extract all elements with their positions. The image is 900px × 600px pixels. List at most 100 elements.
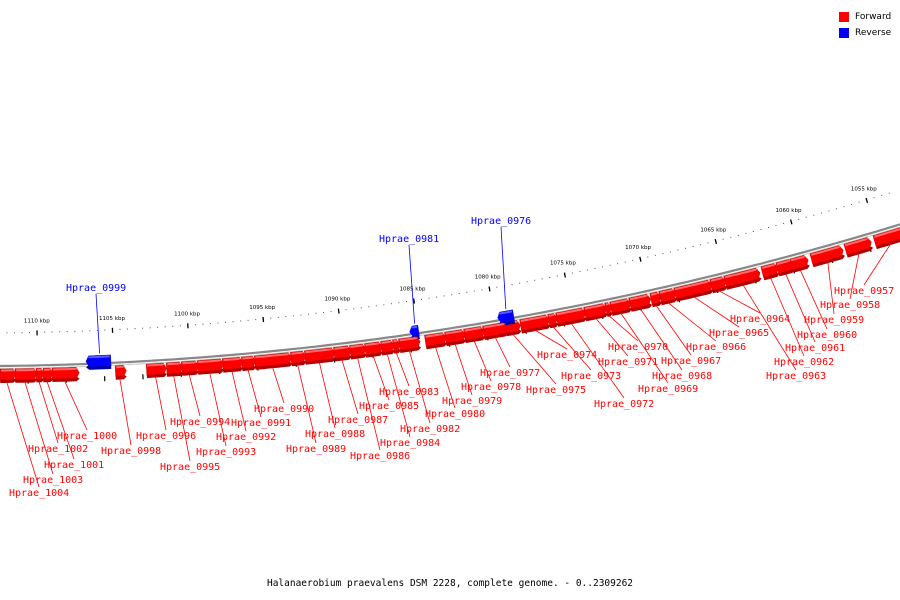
gene-label[interactable]: Hprae_0983 [379, 387, 439, 398]
scale-dot [119, 328, 121, 330]
gene-hprae_0978[interactable] [463, 326, 486, 344]
gene-hprae_0984[interactable] [380, 339, 395, 356]
gene-hprae_0964[interactable] [709, 276, 728, 294]
gene-hprae_0958[interactable] [843, 237, 874, 258]
gene-label[interactable]: Hprae_0987 [328, 415, 388, 426]
gene-hprae_0973[interactable] [547, 313, 559, 329]
gene-label[interactable]: Hprae_0988 [305, 429, 365, 440]
gene-hprae_1004[interactable] [0, 368, 17, 383]
gene-label[interactable]: Hprae_0996 [136, 431, 196, 442]
gene-hprae_0983[interactable] [392, 339, 401, 354]
gene-label[interactable]: Hprae_0981 [379, 234, 439, 245]
gene-label[interactable]: Hprae_0969 [638, 384, 698, 395]
gene-label[interactable]: Hprae_0966 [686, 342, 746, 353]
gene-label[interactable]: Hprae_1002 [28, 444, 88, 455]
gene-hprae_0979[interactable] [444, 329, 467, 347]
gene-label[interactable]: Hprae_0974 [537, 350, 597, 361]
scale-dot [556, 275, 558, 277]
gene-hprae_1001[interactable] [42, 367, 54, 383]
gene-label[interactable]: Hprae_0999 [66, 283, 126, 294]
gene-hprae_0972[interactable] [555, 307, 587, 327]
gene-label[interactable]: Hprae_0982 [400, 424, 460, 435]
gene-label[interactable]: Hprae_0967 [661, 356, 721, 367]
gene-hprae_0994[interactable] [180, 360, 200, 376]
gene-hprae_0965[interactable] [673, 279, 714, 302]
gene-label[interactable]: Hprae_1000 [57, 431, 117, 442]
gene-label[interactable]: Hprae_0971 [598, 357, 658, 368]
gene-label[interactable]: Hprae_0957 [834, 286, 894, 297]
gene-label[interactable]: Hprae_0964 [730, 314, 790, 325]
gene-label[interactable]: Hprae_0976 [471, 216, 531, 227]
gene-label[interactable]: Hprae_0990 [254, 404, 314, 415]
gene-hprae_0974[interactable] [519, 314, 551, 334]
gene-hprae_0967[interactable] [649, 291, 663, 308]
gene-label[interactable]: Hprae_0959 [804, 315, 864, 326]
gene-hprae_0977[interactable] [482, 322, 509, 340]
gene-label[interactable]: Hprae_0973 [561, 371, 621, 382]
gene-hprae_0968[interactable] [628, 293, 653, 312]
gene-leader-line [718, 290, 761, 314]
gene-label[interactable]: Hprae_0986 [350, 451, 410, 462]
gene-label[interactable]: Hprae_1003 [23, 475, 83, 486]
gene-label[interactable]: Hprae_0960 [797, 330, 857, 341]
gene-label[interactable]: Hprae_0963 [766, 371, 826, 382]
gene-hprae_0966[interactable] [658, 288, 678, 306]
gene-label[interactable]: Hprae_0968 [652, 371, 712, 382]
scale-dot [398, 302, 400, 304]
gene-hprae_0986[interactable] [349, 343, 367, 360]
gene-hprae_0990[interactable] [254, 352, 293, 370]
kbp-label: 1090 kbp [324, 297, 350, 303]
gene-label[interactable]: Hprae_0994 [170, 417, 230, 428]
gene-label[interactable]: Hprae_0984 [380, 438, 440, 449]
gene-hprae_0963[interactable] [723, 267, 762, 290]
gene-hprae_0957[interactable] [872, 227, 900, 250]
gene-hprae_1002[interactable] [35, 368, 45, 383]
gene-hprae_0970[interactable] [604, 302, 613, 317]
gene-label[interactable]: Hprae_0991 [231, 418, 291, 429]
gene-label[interactable]: Hprae_0978 [461, 382, 521, 393]
gene-hprae_0962[interactable] [760, 263, 780, 281]
gene-label[interactable]: Hprae_0992 [216, 432, 276, 443]
gene-label[interactable]: Hprae_0995 [160, 462, 220, 473]
gene-label[interactable]: Hprae_0979 [442, 396, 502, 407]
gene-hprae_0959[interactable] [809, 245, 845, 268]
gene-label[interactable]: Hprae_0975 [526, 385, 586, 396]
gene-label[interactable]: Hprae_0962 [774, 357, 834, 368]
gene-hprae_0961[interactable] [775, 259, 795, 277]
gene-label[interactable]: Hprae_1004 [9, 488, 69, 499]
gene-hprae_0985[interactable] [364, 341, 383, 358]
gene-hprae_1003[interactable] [14, 368, 38, 383]
gene-hprae_1000[interactable] [51, 367, 80, 382]
gene-label[interactable]: Hprae_0958 [820, 300, 880, 311]
gene-highlight [399, 337, 419, 342]
gene-hprae_0995[interactable] [165, 361, 183, 377]
gene-label[interactable]: Hprae_0977 [480, 368, 540, 379]
gene-hprae_0971[interactable] [583, 303, 608, 322]
gene-hprae_0991[interactable] [241, 355, 257, 372]
gene-hprae_0992[interactable] [221, 357, 244, 373]
gene-label[interactable]: Hprae_0985 [359, 401, 419, 412]
gene-label[interactable]: Hprae_0998 [101, 446, 161, 457]
gene-hprae_0989[interactable] [290, 350, 307, 367]
gene-label[interactable]: Hprae_0970 [608, 342, 668, 353]
gene-hprae_0999[interactable] [85, 354, 112, 370]
gene-label[interactable]: Hprae_0965 [709, 328, 769, 339]
gene-hprae_0993[interactable] [196, 358, 225, 375]
gene-hprae_0988[interactable] [304, 347, 336, 365]
gene-hprae_0980[interactable] [424, 332, 448, 350]
gene-label[interactable]: Hprae_0980 [425, 409, 485, 420]
gene-hprae_0982[interactable] [398, 336, 422, 354]
gene-label[interactable]: Hprae_0961 [785, 343, 845, 354]
kbp-tick [639, 256, 642, 262]
gene-label[interactable]: Hprae_0993 [196, 447, 256, 458]
gene-hprae_0998[interactable] [114, 365, 127, 380]
gene-hprae_0960[interactable] [789, 255, 810, 273]
gene-leader-line [655, 305, 692, 356]
gene-hprae_0987[interactable] [333, 345, 352, 362]
scale-dot [368, 306, 370, 308]
gene-hprae_0969[interactable] [609, 298, 633, 316]
gene-label[interactable]: Hprae_0972 [594, 399, 654, 410]
gene-label[interactable]: Hprae_0989 [286, 444, 346, 455]
gene-label[interactable]: Hprae_1001 [44, 460, 104, 471]
gene-hprae_0996[interactable] [145, 362, 167, 379]
